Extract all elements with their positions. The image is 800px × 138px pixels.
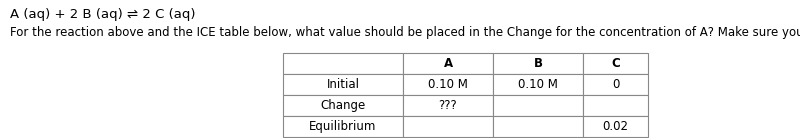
Text: For the reaction above and the ICE table below, what value should be placed in t: For the reaction above and the ICE table… [10, 26, 800, 39]
Text: ???: ??? [438, 99, 458, 112]
Text: 0.10 M: 0.10 M [428, 78, 468, 91]
Bar [493, 53, 583, 74]
Bar [493, 116, 583, 137]
Bar [403, 95, 493, 116]
Text: A (aq) + 2 B (aq) ⇌ 2 C (aq): A (aq) + 2 B (aq) ⇌ 2 C (aq) [10, 8, 195, 21]
Bar [403, 116, 493, 137]
Bar [283, 74, 403, 95]
Text: C: C [611, 57, 620, 70]
Text: A: A [443, 57, 453, 70]
Text: 0.10 M: 0.10 M [518, 78, 558, 91]
Text: 0.02: 0.02 [602, 120, 629, 133]
Text: 0: 0 [612, 78, 619, 91]
Bar [583, 74, 648, 95]
Bar [283, 53, 403, 74]
Bar [403, 53, 493, 74]
Bar [493, 74, 583, 95]
Bar [283, 116, 403, 137]
Bar [583, 53, 648, 74]
Text: Change: Change [320, 99, 366, 112]
Text: B: B [534, 57, 542, 70]
Bar [283, 95, 403, 116]
Bar [583, 95, 648, 116]
Text: Initial: Initial [326, 78, 359, 91]
Bar [583, 116, 648, 137]
Bar [403, 74, 493, 95]
Bar [493, 95, 583, 116]
Text: Equilibrium: Equilibrium [310, 120, 377, 133]
